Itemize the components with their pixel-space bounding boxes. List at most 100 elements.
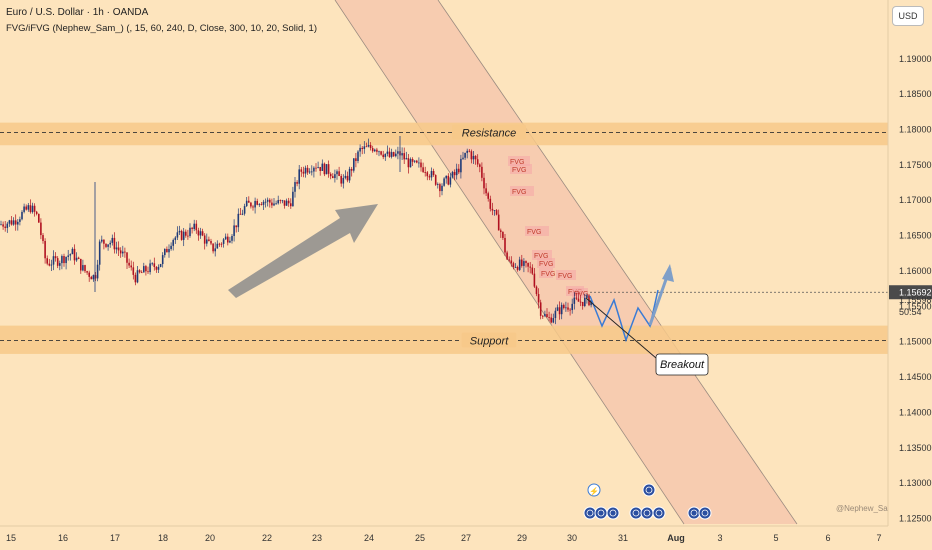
economic-event-icon[interactable] — [606, 506, 620, 520]
economic-event-icon[interactable] — [629, 506, 643, 520]
candle-body — [176, 232, 179, 238]
candle-body — [462, 157, 464, 159]
candle-body — [277, 200, 279, 204]
candle-body — [481, 166, 483, 178]
price-axis[interactable] — [888, 0, 932, 550]
candle-body — [304, 167, 307, 174]
candle-body — [98, 241, 101, 265]
economic-event-icon[interactable] — [594, 506, 608, 520]
candle-body — [514, 267, 517, 268]
candle-body — [355, 158, 357, 162]
lightning-icon[interactable] — [587, 483, 601, 497]
candle-body — [306, 167, 309, 173]
candle-body — [407, 158, 410, 168]
candle-body — [447, 175, 450, 185]
price-tick-label: 1.19000 — [899, 54, 932, 64]
candle-body — [317, 166, 319, 168]
candle-body — [470, 151, 473, 160]
economic-event-icon[interactable] — [642, 483, 656, 497]
candle-body — [138, 270, 141, 273]
candle-body — [474, 155, 477, 160]
candle-body — [172, 239, 174, 246]
countdown-label: 50:54 — [899, 307, 922, 317]
candle-body — [161, 255, 164, 265]
candle-body — [143, 266, 145, 273]
economic-event-icon[interactable] — [583, 506, 597, 520]
candle-body — [340, 175, 342, 184]
candle-body — [285, 200, 288, 206]
candle-body — [300, 169, 303, 172]
fvg-zone — [508, 156, 530, 166]
candle-body — [155, 267, 158, 270]
candle-body — [332, 176, 334, 179]
candle-body — [273, 203, 275, 206]
candle-body — [550, 317, 552, 323]
time-tick-label: 22 — [262, 533, 272, 543]
candle-body — [210, 241, 212, 244]
candle-body — [342, 177, 345, 184]
candle-body — [180, 230, 183, 240]
candle-body — [31, 205, 34, 213]
candle-body — [266, 199, 269, 202]
candle-body — [90, 276, 93, 280]
fvg-label: FVG — [574, 291, 588, 298]
candle-body — [529, 266, 531, 268]
candle-body — [439, 184, 441, 192]
fvg-zone — [572, 288, 588, 298]
candle-body — [132, 267, 135, 275]
candle-body — [374, 149, 376, 152]
candle-body — [14, 220, 17, 225]
candle-body — [136, 270, 139, 283]
candle-body — [367, 144, 370, 147]
candle-body — [468, 150, 471, 152]
candle-body — [548, 317, 550, 318]
candle-body — [508, 259, 510, 261]
economic-event-icon[interactable] — [640, 506, 654, 520]
candle-body — [48, 263, 51, 266]
candle-body — [424, 172, 426, 173]
candle-body — [271, 202, 273, 206]
candle-body — [128, 262, 130, 266]
candle-body — [130, 265, 132, 268]
currency-button[interactable]: USD — [892, 6, 924, 26]
economic-event-icon[interactable] — [652, 506, 666, 520]
current-price-badge — [889, 285, 932, 300]
candle-body — [571, 303, 573, 311]
candle-body — [308, 171, 311, 173]
candle-body — [497, 214, 500, 231]
candle-body — [224, 236, 227, 240]
indicator-legend[interactable]: FVG/iFVG (Nephew_Sam_) (, 15, 60, 240, D… — [6, 23, 318, 34]
candle-body — [321, 163, 324, 171]
candle-body — [27, 205, 30, 210]
candle-body — [44, 240, 46, 259]
price-tick-label: 1.16500 — [899, 231, 932, 241]
economic-event-icon[interactable] — [687, 506, 701, 520]
candle-body — [229, 240, 231, 243]
candle-body — [63, 256, 65, 264]
candle-body — [296, 182, 298, 184]
candle-body — [73, 248, 76, 261]
candle-body — [395, 153, 397, 157]
candle-body — [216, 243, 219, 249]
candle-body — [69, 254, 72, 256]
time-axis[interactable] — [0, 526, 888, 550]
channel-upper-line — [437, 0, 798, 525]
time-tick-label: 6 — [825, 533, 830, 543]
fvg-label: FVG — [510, 159, 524, 166]
breakout-pointer — [585, 297, 657, 359]
fvg-label: FVG — [539, 261, 553, 268]
economic-event-icon[interactable] — [698, 506, 712, 520]
candle-body — [432, 171, 435, 176]
time-tick-label: 25 — [415, 533, 425, 543]
candle-body — [479, 164, 481, 167]
candle-body — [434, 175, 437, 185]
candle-body — [33, 205, 36, 212]
candle-body — [252, 206, 254, 208]
candle-body — [544, 314, 546, 316]
candle-body — [197, 230, 200, 236]
resistance-zone — [0, 122, 888, 146]
candle-body — [113, 237, 116, 250]
flag-icon — [609, 509, 617, 517]
